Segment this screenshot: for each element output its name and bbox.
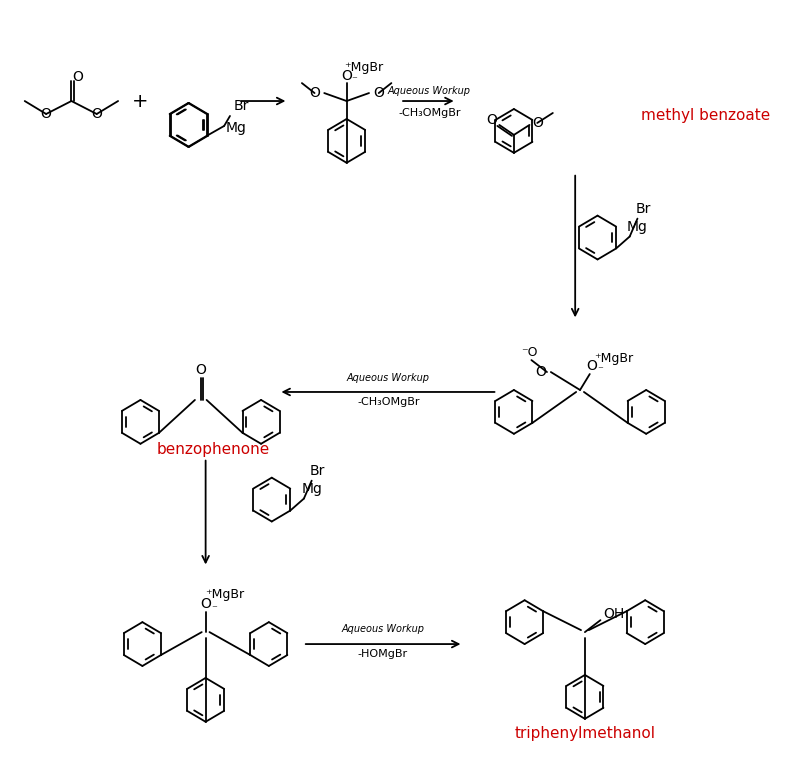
Text: O: O	[486, 113, 497, 127]
Text: ⁺MgBr: ⁺MgBr	[594, 352, 634, 365]
Text: -HOMgBr: -HOMgBr	[358, 649, 408, 659]
Text: Aqueous Workup: Aqueous Workup	[388, 86, 471, 96]
Text: Br: Br	[234, 99, 250, 113]
Text: Aqueous Workup: Aqueous Workup	[341, 624, 424, 634]
Text: methyl benzoate: methyl benzoate	[642, 109, 770, 123]
Text: ⁺MgBr: ⁺MgBr	[206, 588, 245, 601]
Text: O: O	[341, 69, 352, 83]
Text: O: O	[200, 598, 211, 611]
Text: -CH₃OMgBr: -CH₃OMgBr	[398, 108, 461, 118]
Text: Br: Br	[310, 463, 325, 478]
Text: +: +	[132, 92, 149, 110]
Text: O: O	[41, 107, 51, 121]
Text: ⁻: ⁻	[598, 365, 603, 375]
Text: ⁻: ⁻	[351, 75, 358, 85]
Text: benzophenone: benzophenone	[157, 443, 270, 457]
Text: O: O	[195, 363, 206, 377]
Text: Mg: Mg	[226, 121, 247, 135]
Text: O: O	[536, 365, 546, 379]
Text: -CH₃OMgBr: -CH₃OMgBr	[358, 397, 420, 407]
Text: OH: OH	[603, 608, 625, 621]
Text: ⁻: ⁻	[211, 604, 218, 614]
Text: Mg: Mg	[302, 482, 322, 496]
Text: O: O	[72, 70, 82, 84]
Text: ⁺MgBr: ⁺MgBr	[345, 61, 384, 74]
Text: O: O	[586, 359, 597, 373]
Text: Aqueous Workup: Aqueous Workup	[347, 373, 430, 383]
Text: Mg: Mg	[627, 220, 648, 234]
Text: O: O	[532, 116, 542, 130]
Text: Br: Br	[636, 202, 651, 216]
Text: triphenylmethanol: triphenylmethanol	[514, 726, 655, 741]
Text: ⁻O: ⁻O	[522, 345, 538, 359]
Text: O: O	[91, 107, 102, 121]
Text: O: O	[374, 86, 384, 100]
Text: O: O	[309, 86, 320, 100]
